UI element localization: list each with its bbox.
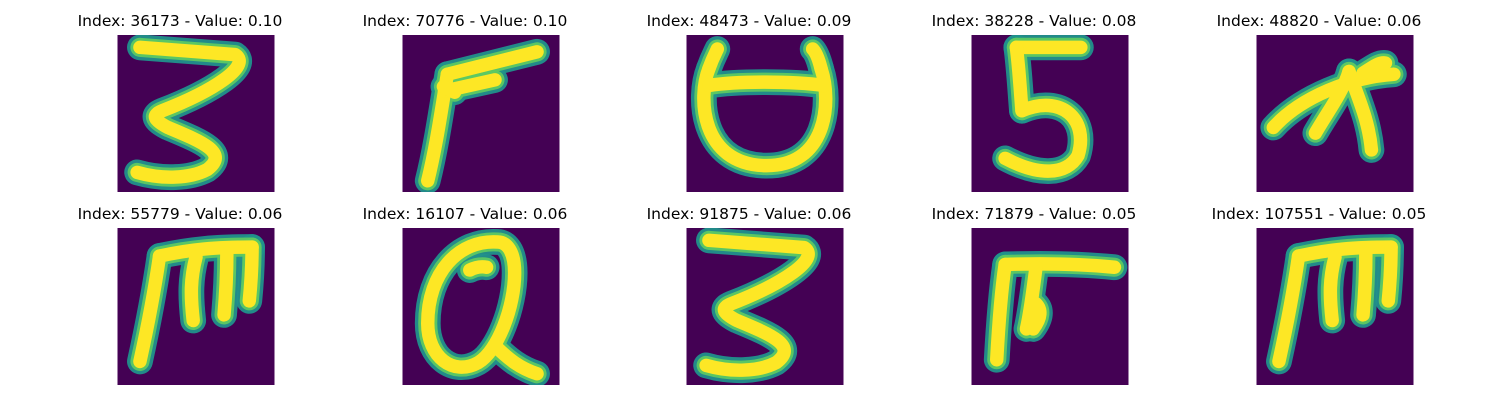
- handwritten-stroke: [1342, 64, 1379, 157]
- handwritten-stroke-group: [414, 229, 550, 385]
- panel-title: Index: 91875 - Value: 0.06: [646, 205, 852, 223]
- panel-title: Index: 36173 - Value: 0.10: [77, 12, 283, 30]
- handwritten-stroke-group: [124, 35, 252, 191]
- handwritten-stroke-group: [691, 36, 839, 179]
- handwritten-stroke: [699, 233, 815, 377]
- handwritten-stroke: [998, 257, 1122, 274]
- handwritten-stroke: [242, 240, 259, 308]
- digit-image: [117, 228, 275, 385]
- panel-title: Index: 48820 - Value: 0.06: [1216, 12, 1422, 30]
- handwritten-stroke: [990, 257, 1012, 367]
- panel-title: Index: 16107 - Value: 0.06: [362, 205, 568, 223]
- handwritten-stroke: [440, 45, 544, 81]
- panel-9: Index: 71879 - Value: 0.05: [884, 193, 1184, 385]
- digit-image: [402, 35, 560, 192]
- panel-7: Index: 16107 - Value: 0.06: [315, 193, 615, 385]
- digit-image: [117, 35, 275, 192]
- handwritten-stroke: [130, 40, 246, 184]
- handwritten-stroke-group: [992, 35, 1094, 184]
- panel-title: Index: 71879 - Value: 0.05: [931, 205, 1137, 223]
- handwritten-stroke: [1272, 249, 1306, 369]
- handwritten-stroke-group: [414, 38, 550, 192]
- panel-title: Index: 107551 - Value: 0.05: [1211, 205, 1427, 223]
- panel-3: Index: 48473 - Value: 0.09: [599, 0, 899, 192]
- panel-title: Index: 70776 - Value: 0.10: [362, 12, 568, 30]
- panel-2: Index: 70776 - Value: 0.10: [315, 0, 615, 192]
- digit-image: [686, 35, 844, 192]
- panel-title: Index: 48473 - Value: 0.09: [646, 12, 852, 30]
- handwritten-stroke: [217, 246, 234, 322]
- handwritten-stroke: [805, 42, 828, 76]
- handwritten-stroke: [702, 75, 831, 93]
- handwritten-stroke-group: [1260, 50, 1407, 163]
- panel-8: Index: 91875 - Value: 0.06: [599, 193, 899, 385]
- handwritten-stroke-group: [127, 234, 265, 375]
- handwritten-stroke: [421, 235, 522, 374]
- handwritten-stroke: [1356, 246, 1373, 322]
- digit-image: [402, 228, 560, 385]
- panel-10: Index: 107551 - Value: 0.05: [1169, 193, 1469, 385]
- handwritten-stroke-group: [1266, 234, 1404, 375]
- panel-title: Index: 38228 - Value: 0.08: [931, 12, 1137, 30]
- digit-image: [971, 35, 1129, 192]
- digit-image: [1256, 228, 1414, 385]
- handwritten-stroke: [1266, 67, 1401, 135]
- handwritten-stroke: [1381, 240, 1398, 308]
- panel-1: Index: 36173 - Value: 0.10: [30, 0, 330, 192]
- handwritten-stroke: [697, 61, 833, 173]
- handwritten-stroke: [1026, 296, 1047, 336]
- handwritten-stroke: [152, 240, 259, 263]
- handwritten-stroke: [998, 98, 1088, 178]
- handwritten-stroke: [702, 42, 725, 76]
- handwritten-stroke: [1291, 240, 1398, 263]
- handwritten-stroke: [184, 250, 203, 328]
- digit-image: [971, 228, 1129, 385]
- handwritten-stroke: [488, 339, 544, 381]
- digit-image: [1256, 35, 1414, 192]
- panel-4: Index: 38228 - Value: 0.08: [884, 0, 1184, 192]
- handwritten-stroke: [133, 249, 167, 369]
- handwritten-stroke: [1356, 56, 1393, 80]
- handwritten-stroke: [1009, 40, 1029, 118]
- digit-image: [686, 228, 844, 385]
- panel-6: Index: 55779 - Value: 0.06: [30, 193, 330, 385]
- handwritten-stroke: [436, 79, 462, 99]
- panel-5: Index: 48820 - Value: 0.06: [1169, 0, 1469, 192]
- handwritten-stroke-group: [693, 228, 821, 384]
- panel-title: Index: 55779 - Value: 0.06: [77, 205, 283, 223]
- handwritten-stroke-group: [983, 250, 1128, 373]
- handwritten-stroke: [463, 260, 494, 277]
- handwritten-stroke: [1323, 250, 1342, 328]
